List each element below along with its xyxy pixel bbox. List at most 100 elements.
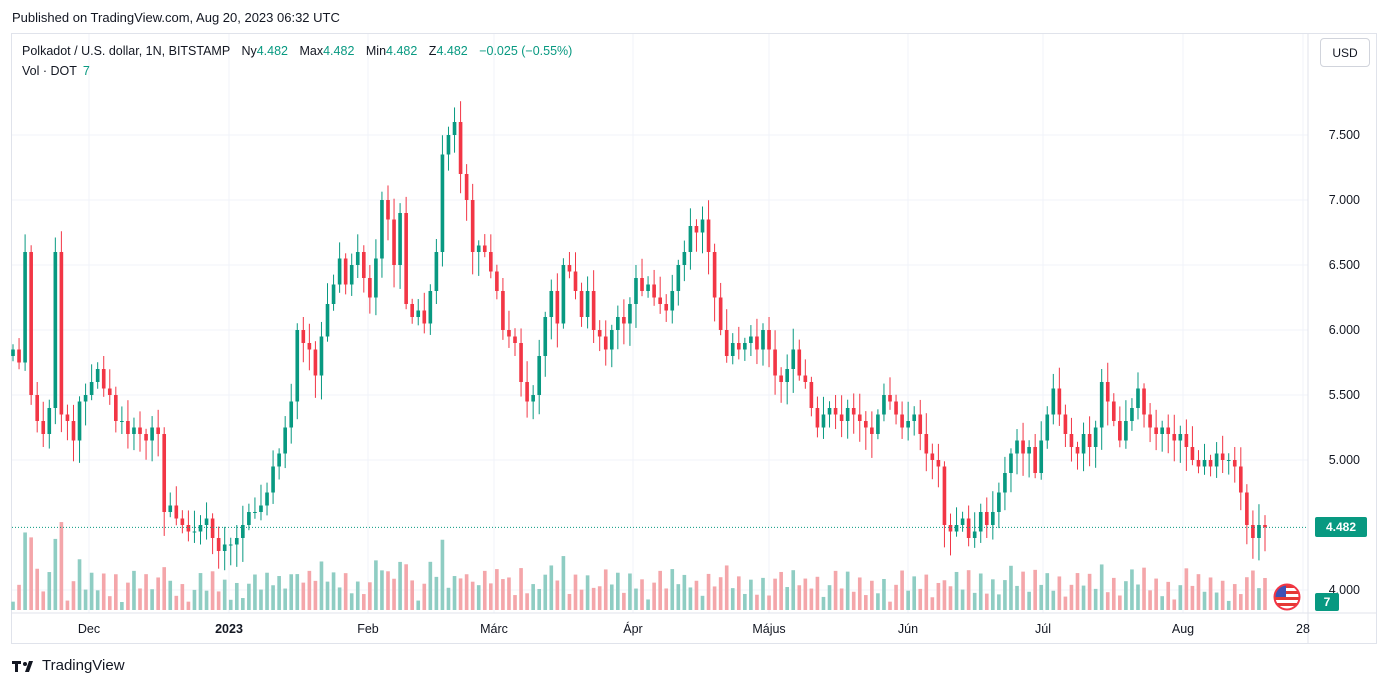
volume-bar bbox=[1045, 573, 1050, 610]
candle-body bbox=[1178, 434, 1183, 441]
candle-body bbox=[89, 382, 94, 395]
volume-bar bbox=[603, 569, 608, 610]
volume-bar bbox=[434, 576, 439, 610]
candle-body bbox=[773, 349, 777, 376]
volume-bar bbox=[234, 582, 239, 610]
candle-body bbox=[77, 401, 82, 441]
volume-bar bbox=[1124, 581, 1128, 610]
candle-body bbox=[1190, 447, 1195, 460]
candle-body bbox=[815, 408, 820, 428]
y-tick-label: 7.000 bbox=[1329, 193, 1360, 207]
candle-body bbox=[706, 219, 711, 252]
candle-body bbox=[476, 245, 481, 252]
candle-body bbox=[991, 512, 995, 525]
volume-bar bbox=[507, 577, 511, 610]
y-tick-label: 5.000 bbox=[1329, 453, 1360, 467]
chart-frame[interactable] bbox=[11, 33, 1377, 644]
volume-bar bbox=[1154, 578, 1158, 610]
volume-value: 7 bbox=[82, 64, 90, 78]
volume-bar bbox=[271, 585, 275, 610]
volume-bar bbox=[670, 569, 675, 610]
candle-body bbox=[434, 252, 439, 291]
candle-body bbox=[319, 336, 324, 376]
candle-body bbox=[283, 427, 287, 454]
volume-bar bbox=[1257, 588, 1261, 610]
volume-bar bbox=[355, 581, 360, 610]
candle-body bbox=[1142, 388, 1146, 415]
volume-bar bbox=[168, 580, 173, 610]
candle-body bbox=[712, 252, 717, 298]
candle-body bbox=[482, 245, 487, 252]
candle-body bbox=[349, 265, 354, 285]
volume-bar bbox=[253, 574, 257, 610]
candle-body bbox=[851, 408, 856, 415]
volume-bar bbox=[1093, 588, 1098, 610]
candle-body bbox=[101, 369, 106, 389]
volume-bar bbox=[1220, 580, 1225, 610]
candle-body bbox=[470, 200, 475, 252]
volume-bar bbox=[452, 576, 457, 610]
volume-bar bbox=[35, 568, 40, 610]
candle-body bbox=[1075, 447, 1080, 454]
volume-bar bbox=[470, 581, 475, 610]
candle-body bbox=[513, 336, 517, 343]
volume-bar bbox=[1069, 584, 1074, 610]
x-tick-label: Ápr bbox=[623, 621, 642, 636]
us-flag-icon[interactable] bbox=[1273, 583, 1301, 611]
close-label: Z bbox=[428, 44, 437, 58]
candle-body bbox=[1245, 492, 1249, 525]
volume-bar bbox=[114, 574, 118, 610]
volume-bar bbox=[204, 590, 209, 610]
volume-bar bbox=[476, 585, 481, 610]
candle-body bbox=[65, 414, 70, 421]
candle-body bbox=[107, 388, 112, 395]
candle-body bbox=[857, 414, 862, 421]
candle-body bbox=[29, 252, 33, 395]
candle-body bbox=[1208, 460, 1213, 467]
currency-button[interactable]: USD bbox=[1320, 38, 1370, 67]
candle-body bbox=[216, 538, 221, 551]
high-label: Max bbox=[299, 44, 324, 58]
x-tick-label: Márc bbox=[480, 622, 508, 636]
volume-bar bbox=[839, 588, 844, 610]
volume-bar bbox=[489, 583, 493, 610]
volume-bar bbox=[325, 581, 330, 610]
candle-body bbox=[1232, 460, 1237, 467]
volume-bar bbox=[1009, 565, 1013, 610]
volume-bar bbox=[531, 584, 535, 610]
candle-body bbox=[168, 505, 173, 512]
candle-body bbox=[567, 265, 572, 272]
volume-bar bbox=[755, 594, 759, 610]
volume-bar bbox=[870, 580, 874, 610]
volume-bar bbox=[1238, 594, 1243, 610]
volume-bar bbox=[978, 573, 983, 610]
candle-body bbox=[634, 278, 638, 304]
candle-body bbox=[984, 512, 989, 525]
candle-body bbox=[743, 343, 747, 350]
candle-body bbox=[1015, 440, 1019, 454]
volume-bar bbox=[549, 565, 554, 610]
candle-body bbox=[936, 460, 941, 467]
candle-body bbox=[876, 414, 880, 434]
candle-body bbox=[827, 408, 832, 415]
volume-bar bbox=[658, 570, 662, 610]
x-tick-label: Aug bbox=[1172, 622, 1194, 636]
candle-body bbox=[446, 135, 451, 155]
candle-body bbox=[1081, 434, 1086, 454]
volume-bar bbox=[743, 593, 747, 610]
volume-bar bbox=[555, 580, 560, 610]
candle-body bbox=[95, 369, 100, 382]
candle-body bbox=[918, 414, 923, 434]
low-label: Min bbox=[365, 44, 387, 58]
volume-bar bbox=[156, 577, 160, 610]
footer-brand[interactable]: TradingView bbox=[12, 657, 125, 674]
candle-body bbox=[900, 414, 904, 428]
volume-bar bbox=[241, 598, 245, 610]
candle-body bbox=[779, 375, 783, 382]
candle-body bbox=[150, 427, 154, 441]
candle-body bbox=[809, 382, 814, 408]
volume-bar bbox=[11, 601, 15, 610]
candle-body bbox=[978, 512, 983, 532]
candle-body bbox=[1009, 453, 1013, 473]
